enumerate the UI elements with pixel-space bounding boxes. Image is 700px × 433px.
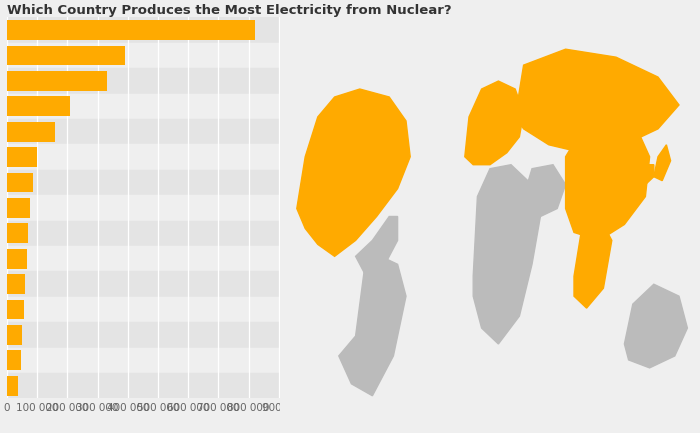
Bar	[7, 68, 294, 94]
Polygon shape	[515, 49, 679, 153]
Bar	[7, 348, 294, 373]
Bar	[7, 71, 106, 91]
Bar	[7, 122, 55, 142]
Bar	[7, 274, 25, 294]
Polygon shape	[339, 256, 406, 396]
Polygon shape	[473, 165, 540, 344]
Bar	[7, 20, 255, 40]
Bar	[7, 119, 294, 144]
Bar	[7, 246, 294, 271]
Bar	[7, 300, 24, 320]
Bar	[7, 147, 37, 167]
Bar	[7, 195, 294, 220]
Bar	[7, 17, 294, 43]
Bar	[7, 96, 71, 116]
Polygon shape	[524, 165, 566, 216]
Bar	[7, 373, 294, 398]
Bar	[7, 325, 22, 345]
Bar	[7, 220, 294, 246]
Polygon shape	[624, 284, 687, 368]
Text: Which Country Produces the Most Electricity from Nuclear?: Which Country Produces the Most Electric…	[7, 4, 452, 17]
Bar	[7, 198, 29, 218]
Polygon shape	[641, 165, 654, 184]
Bar	[7, 94, 294, 119]
Polygon shape	[566, 121, 650, 240]
Bar	[7, 144, 294, 170]
Polygon shape	[465, 81, 524, 165]
Bar	[7, 297, 294, 322]
Polygon shape	[654, 145, 671, 181]
Bar	[7, 271, 294, 297]
Polygon shape	[297, 89, 410, 256]
Bar	[7, 322, 294, 348]
Bar	[7, 172, 33, 192]
Polygon shape	[574, 216, 612, 308]
Bar	[7, 43, 294, 68]
Bar	[7, 223, 28, 243]
Bar	[7, 249, 27, 268]
Polygon shape	[356, 216, 398, 272]
Bar	[7, 376, 18, 396]
Bar	[7, 350, 20, 370]
Bar	[7, 45, 125, 65]
Bar	[7, 170, 294, 195]
